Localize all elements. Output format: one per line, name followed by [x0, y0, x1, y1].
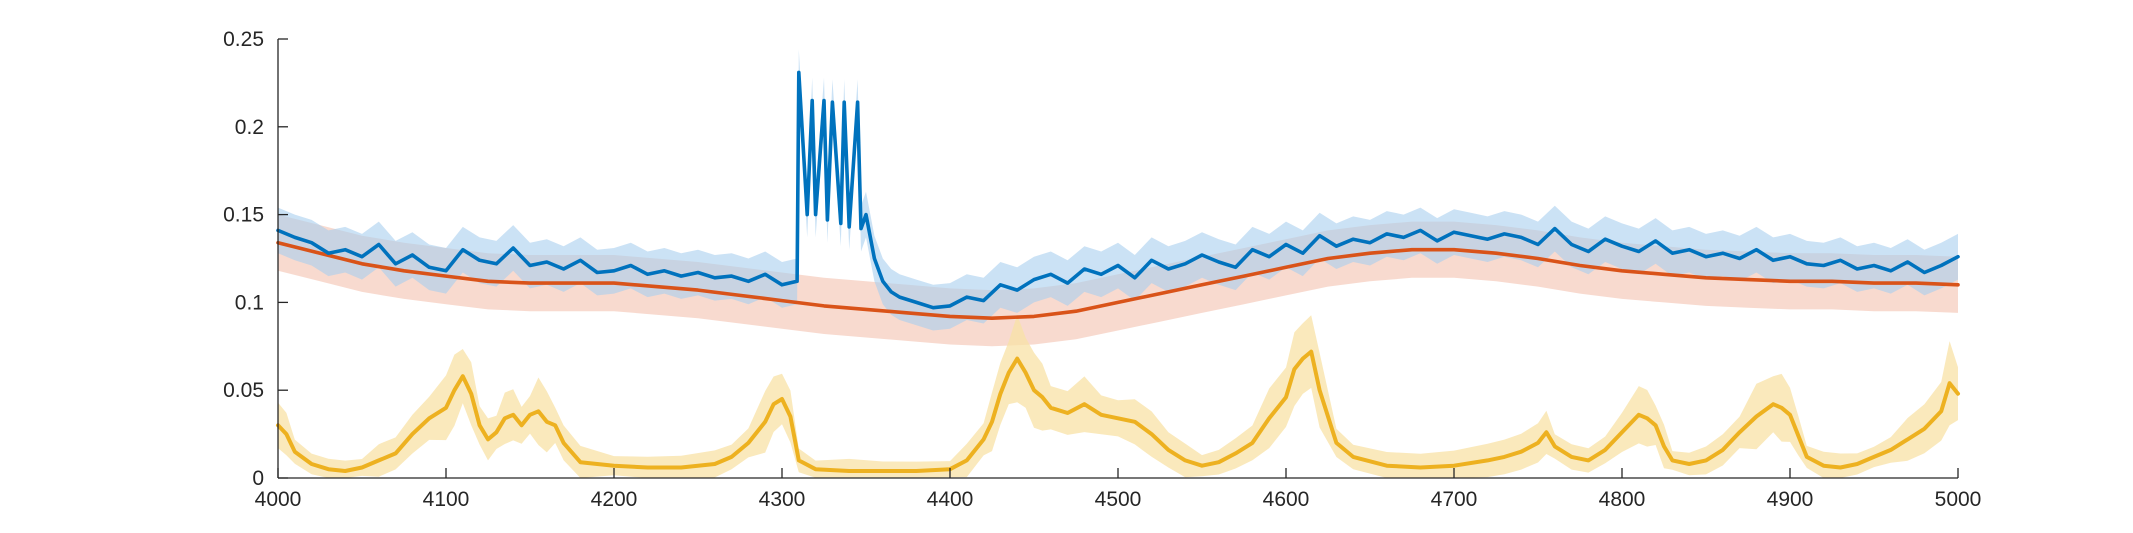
yellow-series-line — [276, 349, 1960, 473]
y-tick-label: 0.25 — [223, 28, 264, 51]
y-tick-label: 0.15 — [223, 204, 264, 227]
x-tick-label: 4500 — [1095, 488, 1142, 511]
y-tick-label: 0.2 — [235, 116, 264, 139]
x-tick-label: 4700 — [1431, 488, 1478, 511]
x-tick-label: 4300 — [759, 488, 806, 511]
y-tick-label: 0 — [252, 467, 264, 490]
yellow-series-band — [278, 314, 1958, 478]
red-series-line — [276, 240, 1960, 320]
x-tick-label: 4600 — [1263, 488, 1310, 511]
y-tick-label: 0.1 — [235, 291, 264, 314]
x-tick-label: 5000 — [1935, 488, 1982, 511]
x-tick-label: 4900 — [1767, 488, 1814, 511]
x-tick-label: 4000 — [255, 488, 302, 511]
blue-series-line — [276, 70, 1960, 310]
x-tick-label: 4200 — [591, 488, 638, 511]
series-lines — [276, 70, 1960, 473]
x-tick-label: 4400 — [927, 488, 974, 511]
x-tick-label: 4100 — [423, 488, 470, 511]
y-tick-label: 0.05 — [223, 379, 264, 402]
x-tick-label: 4800 — [1599, 488, 1646, 511]
axis-ticks — [277, 38, 1959, 479]
tick-labels: 4000 4100 4200 4300 4400 4500 4600 4700 4800 4900… — [223, 28, 1981, 511]
